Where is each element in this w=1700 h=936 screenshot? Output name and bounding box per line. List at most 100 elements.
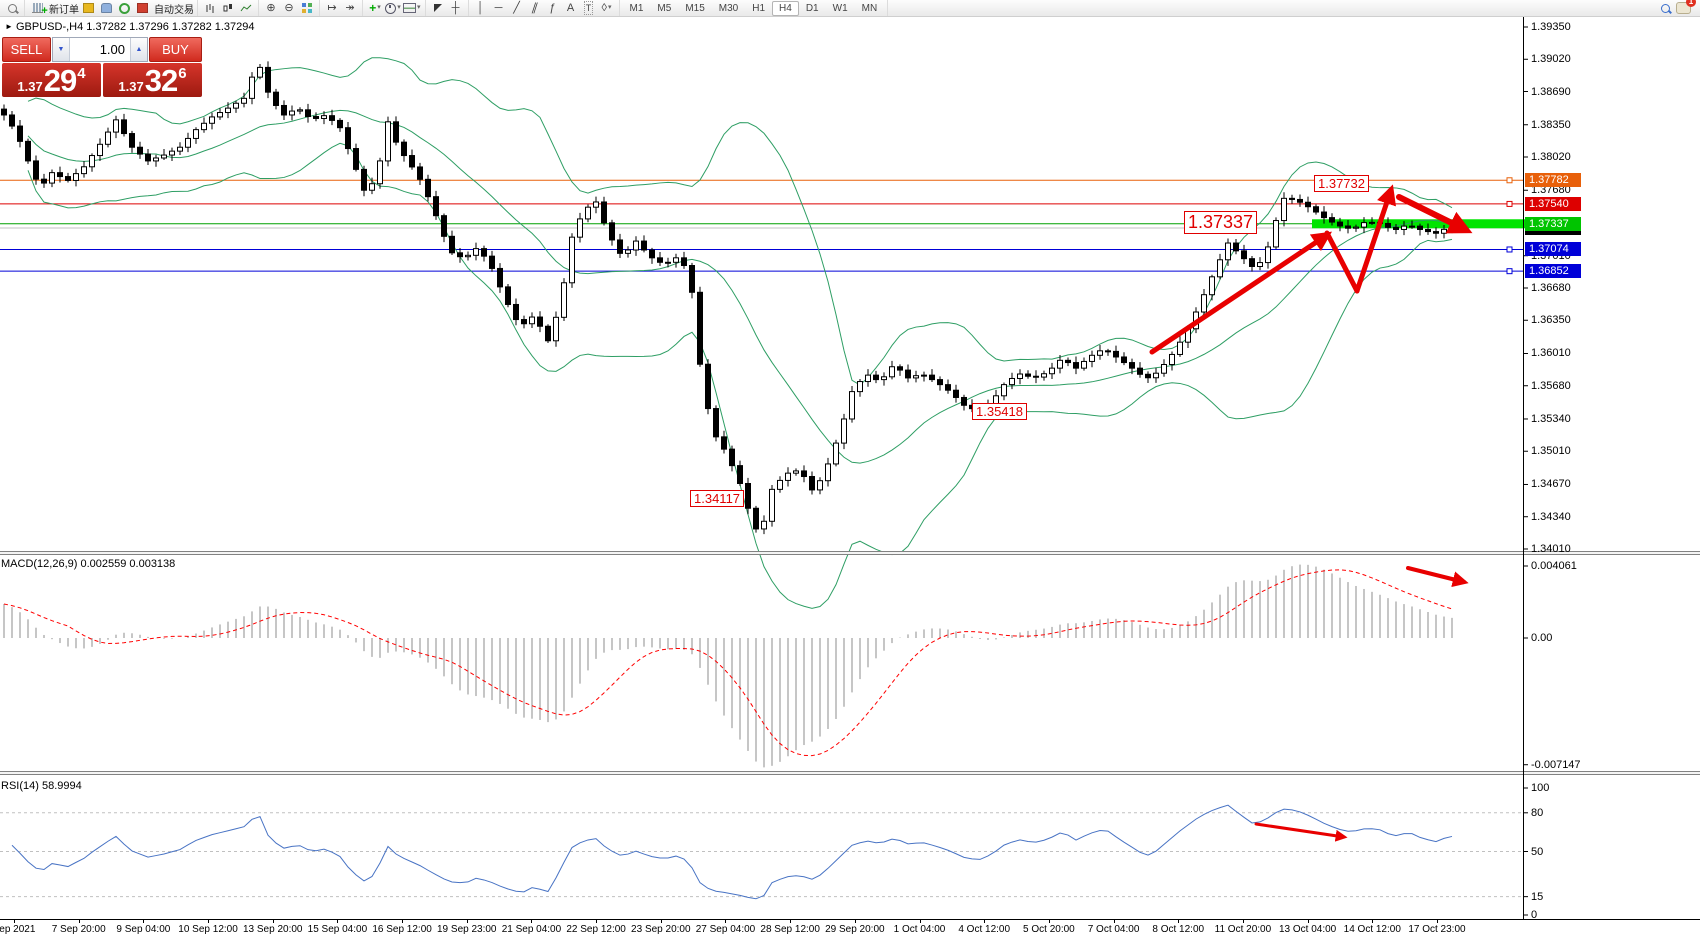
- time-axis-label: 1 Oct 04:00: [893, 924, 946, 935]
- time-axis-tick: [1372, 920, 1374, 923]
- cursor-icon[interactable]: [430, 1, 446, 15]
- volume-decrease-icon[interactable]: ▼: [53, 38, 70, 61]
- chart-price-label[interactable]: 1.34117: [690, 490, 745, 507]
- rsi-panel-canvas[interactable]: [0, 776, 1523, 919]
- line-chart-icon[interactable]: [238, 1, 254, 15]
- equidistant-channel-icon[interactable]: ∥: [529, 2, 540, 14]
- timeframe-H1[interactable]: H1: [752, 2, 766, 14]
- zoom-out-icon[interactable]: ⊖: [284, 2, 294, 14]
- buy-price-big: 32: [144, 63, 178, 98]
- time-axis-tick: [337, 920, 339, 923]
- new-order-icon[interactable]: [29, 1, 48, 16]
- time-axis-tick: [208, 920, 210, 923]
- price-axis-tick: 1.38020: [1531, 151, 1571, 163]
- time-axis-label: 17 Oct 23:00: [1408, 924, 1466, 935]
- price-axis-tick: 1.36680: [1531, 281, 1571, 294]
- publish-icon[interactable]: [98, 1, 114, 15]
- time-axis-label: 27 Sep 04:00: [695, 924, 756, 935]
- crosshair-icon[interactable]: ┼: [451, 2, 460, 14]
- price-axis-tick: 1.34340: [1531, 510, 1571, 523]
- autotrade-icon[interactable]: [134, 1, 150, 15]
- timeframe-M1[interactable]: M1: [629, 2, 644, 14]
- text-tool-icon[interactable]: A: [566, 2, 575, 14]
- sell-button[interactable]: SELL: [2, 37, 51, 62]
- fibonacci-icon[interactable]: ƒ: [549, 2, 556, 14]
- panel-splitter-rsi[interactable]: [0, 771, 1700, 775]
- main-chart-canvas[interactable]: [0, 16, 1523, 551]
- templates-icon[interactable]: ▾: [403, 1, 421, 15]
- time-axis-tick: [660, 920, 662, 923]
- time-axis-label: 22 Sep 12:00: [566, 924, 626, 935]
- timeframe-M30[interactable]: M30: [718, 2, 739, 14]
- price-axis-tick: 1.39020: [1531, 53, 1571, 66]
- price-axis-tick: 1.38690: [1531, 85, 1571, 98]
- one-click-trading-panel: SELL ▼ 1.00 ▲ BUY 1.37 29 4 1.37 32 6: [2, 37, 202, 97]
- time-axis[interactable]: Sep 2021 7 Sep 20:00 9 Sep 04:00 10 Sep 12:…: [0, 919, 1700, 936]
- timeframe-H4[interactable]: H4: [772, 0, 799, 16]
- time-axis-tick: [596, 920, 598, 923]
- symbol-period: GBPUSD-,H4: [15, 21, 84, 33]
- zoom-in-icon[interactable]: ⊕: [266, 2, 276, 14]
- time-axis-label: 11 Oct 20:00: [1214, 924, 1272, 935]
- macd-label: MACD(12,26,9) 0.002559 0.003138: [1, 558, 176, 570]
- auto-scroll-icon[interactable]: ↦: [327, 2, 337, 14]
- rsi-axis-label: 50: [1531, 845, 1544, 858]
- time-axis-label: 4 Oct 12:00: [958, 924, 1011, 935]
- sell-price-sup: 4: [77, 65, 86, 82]
- timeframe-MN[interactable]: MN: [861, 2, 878, 14]
- text-label-icon[interactable]: T: [583, 1, 594, 15]
- chart-price-label[interactable]: 1.37337: [1184, 211, 1258, 234]
- bar-chart-icon[interactable]: [202, 1, 218, 15]
- time-axis-label: 8 Oct 12:00: [1152, 924, 1205, 935]
- periods-icon[interactable]: ▾: [385, 1, 401, 15]
- volume-increase-icon[interactable]: ▲: [130, 38, 147, 61]
- notifications-icon[interactable]: 1: [1675, 0, 1696, 15]
- rsi-axis-label: 100: [1531, 782, 1550, 794]
- buy-price[interactable]: 1.37 32 6: [103, 63, 202, 97]
- notification-badge: 1: [1686, 0, 1696, 7]
- horizontal-line-icon[interactable]: ─: [494, 2, 503, 14]
- styler-icon[interactable]: [80, 1, 96, 15]
- time-axis-label: 10 Sep 12:00: [178, 924, 238, 935]
- chart-price-label[interactable]: 1.37732: [1314, 175, 1369, 192]
- time-axis-label: 28 Sep 12:00: [760, 924, 820, 935]
- timeframe-M5[interactable]: M5: [657, 2, 672, 14]
- search-icon[interactable]: [1657, 1, 1673, 15]
- chart-shift-icon[interactable]: ↠: [345, 2, 355, 14]
- trendline-icon[interactable]: ╱: [513, 2, 520, 14]
- symbols-search-icon[interactable]: [4, 1, 20, 15]
- rsi-axis-label: 0: [1531, 909, 1538, 921]
- time-axis-tick: [272, 920, 274, 923]
- time-axis-tick: [790, 920, 792, 923]
- vertical-line-icon[interactable]: │: [477, 2, 484, 14]
- macd-panel-canvas[interactable]: [0, 555, 1523, 771]
- indicators-icon[interactable]: + ▾: [369, 1, 381, 15]
- timeframe-D1[interactable]: D1: [805, 2, 819, 14]
- timeframe-M15[interactable]: M15: [685, 2, 705, 14]
- macd-axis-label: -0.007147: [1531, 758, 1581, 771]
- rsi-label: RSI(14) 58.9994: [1, 780, 82, 792]
- shapes-icon[interactable]: ◊ ▾: [601, 2, 612, 14]
- ohlc-values: 1.37282 1.37296 1.37282 1.37294: [86, 21, 255, 33]
- buy-button[interactable]: BUY: [149, 37, 202, 62]
- price-axis-tick: 1.34010: [1531, 542, 1571, 555]
- price-axis-tick: 1.35010: [1531, 445, 1571, 458]
- price-axis-tick: 1.36010: [1531, 347, 1571, 360]
- time-axis-tick: [1436, 920, 1438, 923]
- sell-price[interactable]: 1.37 29 4: [2, 63, 101, 97]
- time-axis-tick: [14, 920, 15, 923]
- timeframe-W1[interactable]: W1: [832, 2, 848, 14]
- chart-ohlc-header: ► GBPUSD-,H4 1.37282 1.37296 1.37282 1.3…: [5, 21, 255, 33]
- volume-stepper[interactable]: ▼ 1.00 ▲: [52, 37, 148, 62]
- autotrade-label[interactable]: 自动交易: [154, 4, 194, 16]
- volume-value[interactable]: 1.00: [99, 42, 125, 57]
- panel-splitter-macd[interactable]: [0, 551, 1700, 555]
- time-axis-label: 15 Sep 04:00: [307, 924, 368, 935]
- candlestick-chart-icon[interactable]: [220, 1, 236, 15]
- signals-icon[interactable]: [116, 1, 132, 15]
- symbol-arrow-icon: ►: [5, 22, 13, 31]
- chart-price-label[interactable]: 1.35418: [972, 403, 1027, 420]
- tile-windows-icon[interactable]: [299, 1, 315, 15]
- new-order-label[interactable]: 新订单: [49, 4, 79, 16]
- price-axis-tick: 1.35680: [1531, 379, 1571, 392]
